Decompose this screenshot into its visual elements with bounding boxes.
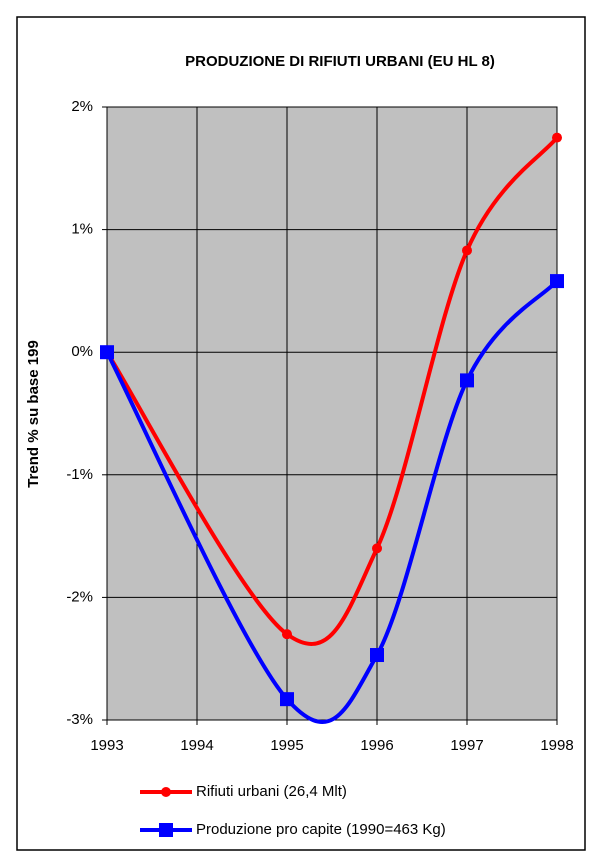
y-tick-label: -2% bbox=[66, 588, 93, 605]
marker bbox=[462, 245, 472, 256]
x-tick-label: 1995 bbox=[270, 737, 303, 754]
plot-area bbox=[106, 106, 558, 721]
x-tick-label: 1998 bbox=[540, 737, 573, 754]
y-axis-label: Trend % su base 199 bbox=[25, 340, 42, 488]
marker bbox=[282, 629, 292, 640]
marker bbox=[100, 345, 114, 360]
marker bbox=[372, 543, 382, 554]
legend-marker bbox=[161, 787, 171, 797]
marker bbox=[280, 692, 294, 707]
chart-title: PRODUZIONE DI RIFIUTI URBANI (EU HL 8) bbox=[185, 53, 495, 70]
marker bbox=[552, 132, 562, 143]
x-tick-label: 1996 bbox=[360, 737, 393, 754]
marker bbox=[370, 648, 384, 663]
legend-marker bbox=[159, 823, 173, 837]
y-tick-label: 1% bbox=[71, 221, 93, 238]
x-tick-label: 1997 bbox=[450, 737, 483, 754]
legend-label: Rifiuti urbani (26,4 Mlt) bbox=[196, 783, 347, 800]
marker bbox=[550, 274, 564, 289]
y-tick-label: 2% bbox=[71, 98, 93, 115]
x-tick-label: 1994 bbox=[180, 737, 213, 754]
y-tick-label: 0% bbox=[71, 343, 93, 360]
y-tick-label: -1% bbox=[66, 466, 93, 483]
y-tick-label: -3% bbox=[66, 711, 93, 728]
legend-label: Produzione pro capite (1990=463 Kg) bbox=[196, 821, 446, 838]
x-tick-label: 1993 bbox=[90, 737, 123, 754]
marker bbox=[460, 373, 474, 388]
series-line bbox=[105, 279, 559, 724]
